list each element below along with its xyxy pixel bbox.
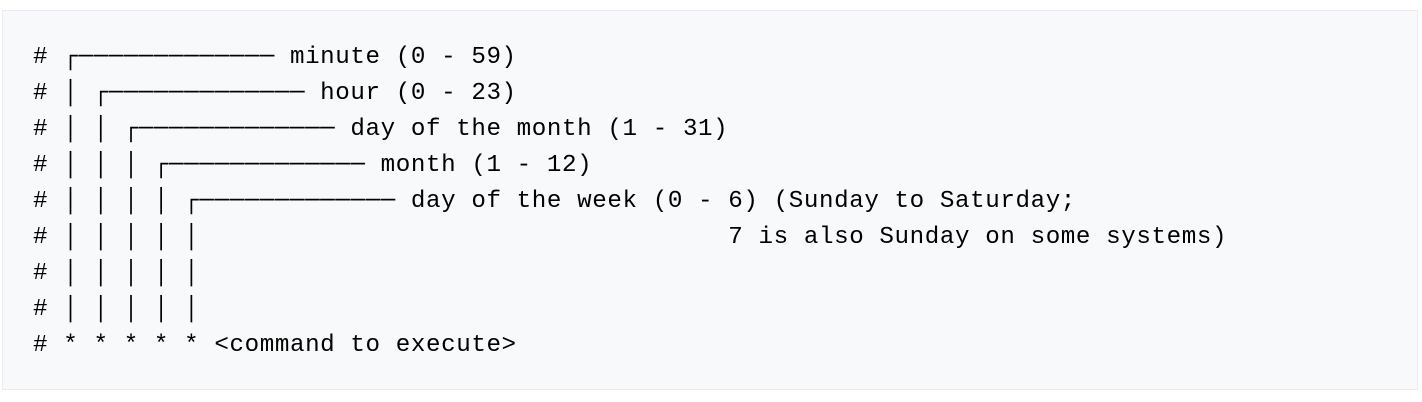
code-line-connector: # │ │ │ │ │ [33, 296, 200, 323]
code-line-command: # * * * * * <command to execute> [33, 332, 517, 359]
code-line-hour: # │ ┌───────────── hour (0 - 23) [33, 80, 517, 107]
code-line-month: # │ │ │ ┌───────────── month (1 - 12) [33, 152, 593, 179]
code-line-minute: # ┌───────────── minute (0 - 59) [33, 44, 517, 71]
code-line-connector: # │ │ │ │ │ [33, 260, 200, 287]
code-line-day-of-month: # │ │ ┌───────────── day of the month (1… [33, 116, 729, 143]
code-text: # ┌───────────── minute (0 - 59) # │ ┌───… [33, 40, 1227, 364]
cron-syntax-code-block: # ┌───────────── minute (0 - 59) # │ ┌───… [2, 10, 1418, 390]
code-line-sunday-note: # │ │ │ │ │ 7 is also Sunday on some sys… [33, 224, 1228, 251]
code-line-day-of-week: # │ │ │ │ ┌───────────── day of the week… [33, 188, 1076, 215]
